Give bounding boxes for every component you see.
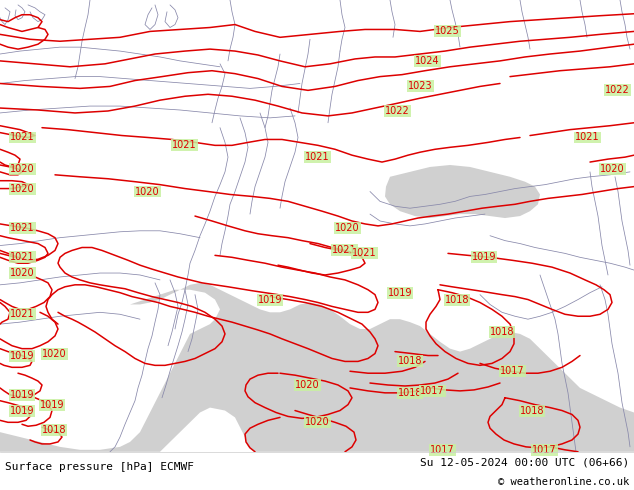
Text: © weatheronline.co.uk: © weatheronline.co.uk [498, 477, 629, 487]
Text: 1021: 1021 [10, 309, 35, 319]
Text: 1020: 1020 [600, 164, 624, 174]
Text: 1018: 1018 [520, 406, 545, 416]
Text: 1021: 1021 [10, 132, 35, 143]
Text: 1019: 1019 [40, 400, 65, 410]
Text: 1020: 1020 [10, 268, 35, 278]
Text: 1018: 1018 [445, 294, 470, 305]
Text: Surface pressure [hPa] ECMWF: Surface pressure [hPa] ECMWF [5, 462, 194, 472]
Text: 1019: 1019 [10, 406, 34, 416]
Text: 1017: 1017 [532, 445, 557, 455]
Text: 1021: 1021 [172, 140, 197, 150]
Polygon shape [385, 165, 540, 218]
Text: 1019: 1019 [258, 294, 283, 305]
Text: 1020: 1020 [10, 164, 35, 174]
Text: 1019: 1019 [10, 350, 34, 361]
Text: 1020: 1020 [42, 348, 67, 359]
Text: 1022: 1022 [605, 85, 630, 96]
Text: 1017: 1017 [420, 386, 444, 396]
Text: 1021: 1021 [332, 245, 356, 255]
Text: 1018: 1018 [398, 356, 422, 367]
Text: 1020: 1020 [295, 380, 320, 390]
Text: 1019: 1019 [388, 288, 413, 297]
Text: 1021: 1021 [10, 252, 35, 262]
Text: 1020: 1020 [305, 417, 330, 427]
Text: 1024: 1024 [415, 56, 439, 66]
Text: Su 12-05-2024 00:00 UTC (06+66): Su 12-05-2024 00:00 UTC (06+66) [420, 458, 629, 467]
Text: 1020: 1020 [335, 223, 359, 233]
Text: 1025: 1025 [435, 26, 460, 36]
Text: 1022: 1022 [385, 106, 410, 116]
Text: 1019: 1019 [10, 390, 34, 400]
Polygon shape [0, 283, 634, 452]
Text: 1021: 1021 [10, 223, 35, 233]
Text: 1018: 1018 [398, 388, 422, 398]
Text: 1021: 1021 [305, 152, 330, 162]
Text: 1021: 1021 [575, 132, 600, 143]
Text: 1018: 1018 [42, 425, 67, 435]
Text: 1020: 1020 [10, 184, 35, 194]
Text: 1020: 1020 [135, 187, 160, 196]
Text: 1017: 1017 [430, 445, 455, 455]
Text: 1023: 1023 [408, 81, 432, 92]
Text: 1019: 1019 [472, 252, 496, 262]
Text: 1017: 1017 [500, 366, 524, 376]
Text: 1018: 1018 [490, 327, 515, 337]
Text: 1021: 1021 [352, 248, 377, 258]
